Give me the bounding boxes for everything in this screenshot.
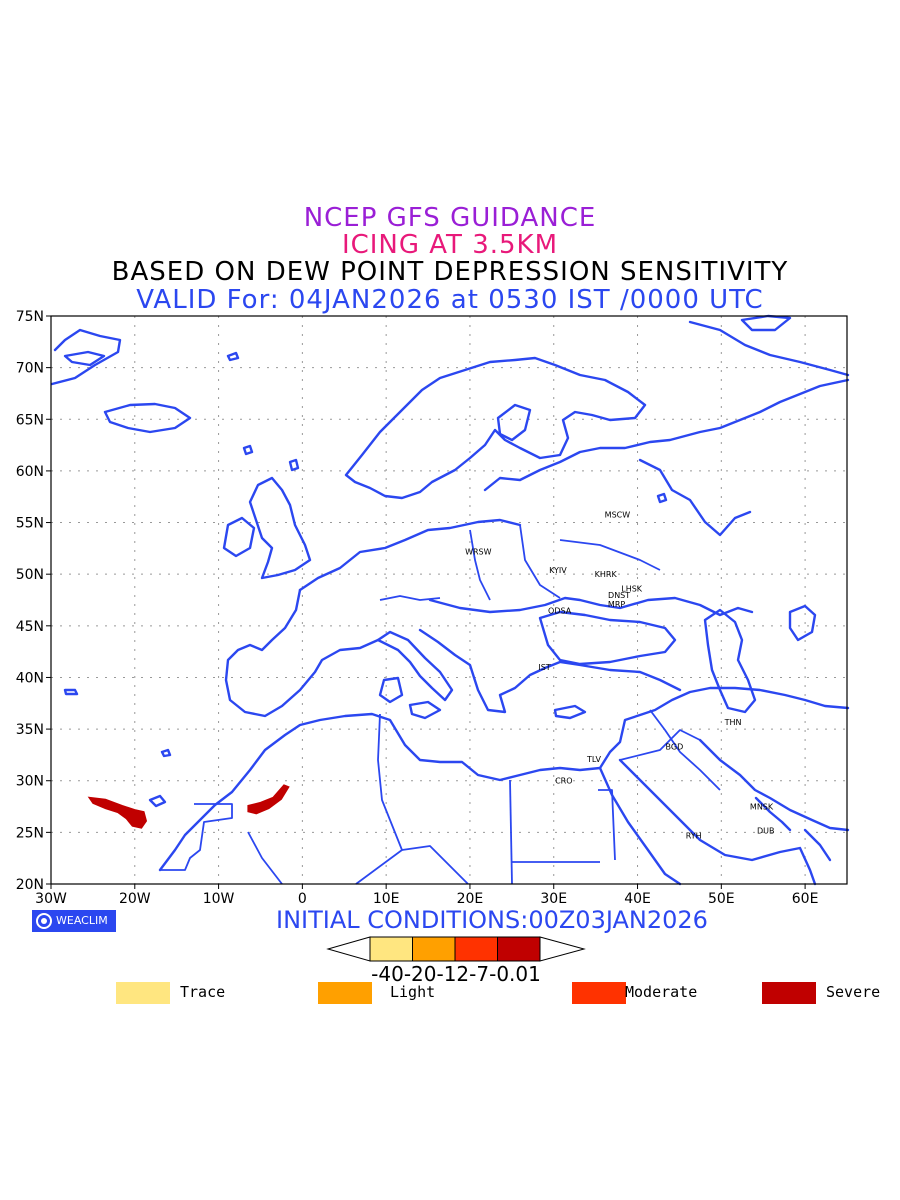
lat-tick-label: 70N: [16, 361, 44, 377]
title-parameter: ICING AT 3.5KM: [341, 230, 559, 260]
title-valid-time: VALID For: 04JAN2026 at 0530 IST /0000 U…: [136, 285, 764, 315]
colorbar-swatch-trace: [369, 936, 413, 962]
lon-tick-label: 20E: [457, 891, 484, 907]
initial-conditions: INITIAL CONDITIONS:00Z03JAN2026: [276, 906, 708, 934]
lat-tick-label: 55N: [16, 516, 44, 532]
lat-tick-label: 65N: [16, 412, 44, 428]
lon-tick-label: 30E: [540, 891, 567, 907]
lon-tick-label: 0: [298, 891, 307, 907]
lon-tick-label: 20W: [119, 891, 151, 907]
lat-tick-label: 30N: [16, 774, 44, 790]
map-gridlines: [51, 316, 847, 884]
lon-tick-label: 50E: [708, 891, 735, 907]
legend-swatch-severe: [762, 982, 816, 1004]
city-label: KHRK: [595, 570, 618, 579]
lon-tick-label: 60E: [792, 891, 819, 907]
colorbar-swatch-light: [412, 936, 456, 962]
lon-tick-label: 10E: [373, 891, 400, 907]
icing-area-severe: [87, 796, 148, 829]
lat-tick-label: 40N: [16, 670, 44, 686]
icing-areas: [87, 784, 290, 829]
city-label: IST: [538, 663, 550, 672]
lat-tick-label: 50N: [16, 567, 44, 583]
legend-label-severe: Severe: [826, 983, 881, 1001]
legend-label-trace: Trace: [180, 983, 226, 1001]
lat-tick-label: 60N: [16, 464, 44, 480]
city-label: MSCW: [605, 510, 631, 519]
legend-swatch-light: [318, 982, 372, 1004]
city-label: BGD: [666, 743, 684, 752]
icing-colorbar: -40-20-12-7-0.01: [326, 936, 586, 986]
map-axis-ticks: 30W 20W 10W 0 10E 20E 30E 40E 50E 60E 75N 70N 65N 60N…: [16, 309, 819, 907]
map-coastlines: [50, 314, 850, 886]
lon-tick-label: 40E: [624, 891, 651, 907]
lat-tick-label: 35N: [16, 722, 44, 738]
title-product: NCEP GFS GUIDANCE: [303, 203, 597, 233]
badge-label: WEACLIM: [56, 914, 108, 927]
map-frame: [50, 315, 848, 885]
weaclim-logo-icon: [36, 913, 52, 929]
lat-tick-label: 75N: [16, 309, 44, 325]
lat-tick-label: 45N: [16, 619, 44, 635]
city-label: MNSK: [750, 803, 774, 812]
city-label: RYH: [686, 831, 702, 840]
city-label: LHSK: [621, 585, 643, 594]
map-country-borders: [160, 524, 721, 885]
legend-label-light: Light: [390, 983, 436, 1001]
city-label: WRSW: [465, 547, 492, 556]
legend-swatch-moderate: [572, 982, 626, 1004]
city-label: CRO: [555, 777, 572, 786]
icing-area-severe: [247, 784, 290, 815]
city-label: MRP: [608, 600, 625, 609]
city-label: DUB: [757, 826, 775, 835]
colorbar-labels: -40-20-12-7-0.01: [371, 962, 541, 986]
colorbar-swatch-moderate: [454, 936, 498, 962]
city-label: THN: [724, 718, 742, 727]
city-label: DNST: [608, 591, 630, 600]
colorbar-left-arrow: [326, 936, 371, 962]
lat-tick-label: 25N: [16, 825, 44, 841]
city-label: TLV: [586, 755, 601, 764]
lon-tick-label: 30W: [35, 891, 67, 907]
title-method: BASED ON DEW POINT DEPRESSION SENSITIVIT…: [111, 257, 789, 287]
colorbar-right-arrow: [539, 936, 586, 962]
lon-tick-label: 10W: [203, 891, 235, 907]
city-label: KYIV: [549, 566, 567, 575]
city-label: ODSA: [548, 606, 572, 615]
weaclim-badge: WEACLIM: [32, 910, 116, 932]
lat-tick-label: 20N: [16, 877, 44, 893]
colorbar-swatch-severe: [497, 936, 541, 962]
legend-swatch-trace: [116, 982, 170, 1004]
legend-label-moderate: Moderate: [625, 983, 698, 1001]
